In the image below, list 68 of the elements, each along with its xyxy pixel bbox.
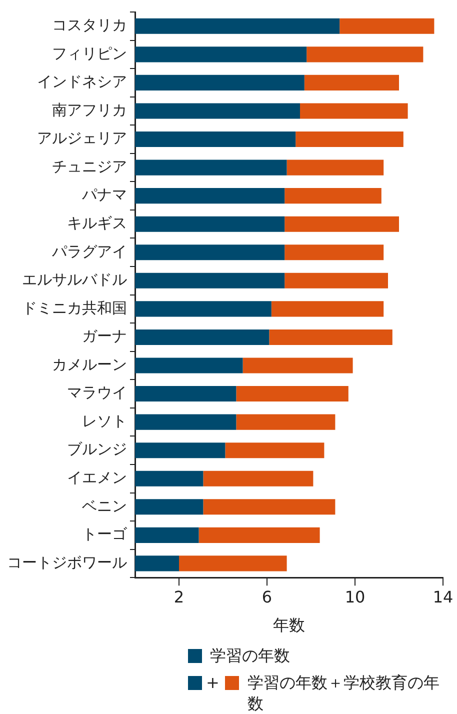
y-tick-label: パナマ [81, 186, 127, 204]
bar [296, 131, 404, 148]
bar [135, 131, 296, 148]
bar [179, 556, 287, 572]
bar [135, 499, 204, 515]
bar [306, 46, 424, 62]
bar [284, 272, 388, 288]
bar [203, 470, 314, 486]
bar [135, 470, 204, 486]
legend-label: 学習の年数 [210, 645, 290, 666]
y-tick-label: マラウイ [67, 384, 127, 402]
legend-label: 学習の年数＋学校教育の年数 [247, 672, 440, 714]
bar [198, 527, 320, 543]
y-tick-label: ベニン [82, 496, 127, 515]
bar [135, 188, 285, 204]
y-tick-label: 南アフリカ [52, 100, 127, 119]
bar [135, 556, 179, 572]
bar [286, 160, 384, 176]
x-tick-label: 14 [432, 587, 454, 606]
bar [135, 216, 285, 232]
bar [135, 103, 300, 119]
bar [135, 74, 304, 90]
y-tick-label: イエメン [67, 468, 127, 487]
y-tick-label: ドミニカ共和国 [22, 298, 127, 317]
y-tick-label: ガーナ [82, 327, 127, 346]
y-tick-label: キルギス [67, 214, 127, 232]
bar [135, 442, 226, 458]
y-tick-label: チュニジア [52, 157, 127, 176]
text: + [206, 672, 220, 693]
bar [225, 442, 324, 458]
x-tick-label: 6 [262, 587, 272, 606]
y-tick-label: カメルーン [52, 355, 127, 374]
y-tick-label: フィリピン [52, 44, 127, 62]
bar [135, 414, 236, 430]
y-tick-label: アルジェリア [37, 129, 127, 148]
bar [135, 358, 243, 374]
bar [135, 386, 236, 402]
bar [284, 188, 382, 204]
bar [242, 358, 353, 374]
bar [236, 414, 336, 430]
y-tick-label: コスタリカ [52, 16, 127, 34]
bar [236, 386, 348, 402]
y-tick-label: パラグアイ [51, 242, 127, 260]
bar [340, 18, 434, 34]
bar [269, 329, 392, 345]
bar [284, 216, 399, 232]
y-tick-label: エルサルバドル [22, 270, 127, 289]
y-tick-label: レソト [82, 412, 127, 430]
y-tick-label: インドネシア [37, 72, 127, 91]
bar [203, 499, 336, 515]
bar [135, 301, 272, 317]
bar [135, 46, 307, 62]
bar [304, 74, 399, 90]
x-tick-label: 2 [174, 587, 184, 606]
bar [300, 103, 408, 119]
y-tick-label: トーゴ [82, 525, 128, 544]
x-axis-title: 年数 [273, 616, 305, 635]
bar [135, 160, 287, 176]
bar [135, 244, 285, 260]
bar [135, 527, 199, 543]
bar [135, 329, 270, 345]
bar [135, 272, 285, 288]
y-tick-label: ブルンジ [67, 440, 127, 458]
x-tick-label: 10 [344, 587, 366, 606]
bar [284, 244, 384, 260]
bar [135, 18, 340, 34]
y-tick-label: コートジボワール [7, 553, 127, 572]
bar [271, 301, 384, 317]
